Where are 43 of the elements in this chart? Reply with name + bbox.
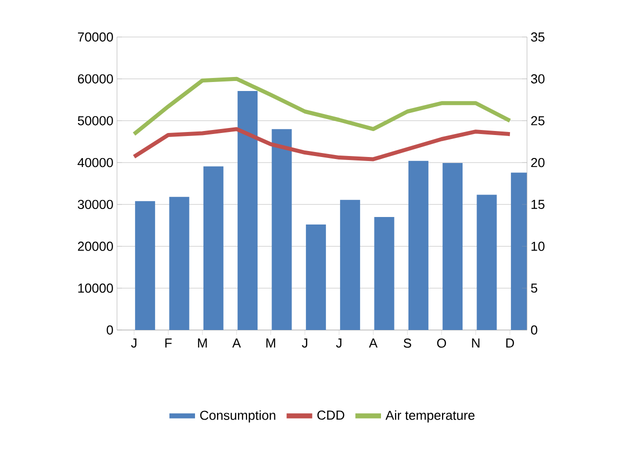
- x-tick-label: S: [404, 338, 412, 348]
- legend-label: Air temperature: [386, 410, 474, 422]
- bar: [374, 216, 394, 330]
- x-tick-label: D: [506, 338, 514, 348]
- y-tick-label: 70000: [78, 32, 113, 42]
- y-tick-label: 30000: [78, 200, 113, 210]
- bar: [203, 166, 224, 330]
- bar: [408, 160, 428, 330]
- x-tick-label: J: [336, 338, 342, 348]
- bar: [238, 91, 258, 330]
- y-tick-label: 40000: [78, 158, 113, 168]
- x-tick-label: O: [437, 338, 446, 348]
- y2-tick-label: 10: [532, 242, 544, 251]
- y2-tick-label: 5: [531, 284, 538, 293]
- y2-tick-label: 15: [532, 200, 544, 209]
- y-tick-label: 20000: [78, 242, 113, 251]
- y2-tick-label: 0: [531, 325, 538, 335]
- bar: [476, 194, 497, 330]
- x-tick-label: J: [131, 338, 136, 348]
- y2-tick-label: 25: [531, 116, 544, 126]
- y2-tick-label: 35: [531, 32, 544, 42]
- x-tick-label: F: [165, 338, 172, 348]
- bar: [306, 224, 326, 330]
- x-tick-label: A: [368, 338, 378, 348]
- x-tick-label: N: [472, 338, 480, 348]
- y2-tick-label: 20: [531, 158, 544, 168]
- bar: [169, 196, 190, 330]
- bar: [272, 129, 292, 330]
- y-tick-label: 60000: [78, 74, 113, 84]
- y2-tick-label: 30: [531, 74, 544, 84]
- x-tick-label: M: [198, 338, 207, 348]
- x-tick-label: J: [302, 338, 308, 348]
- line-series: [132, 76, 512, 136]
- x-tick-label: A: [232, 338, 241, 348]
- y-tick-label: 50000: [78, 116, 113, 126]
- y-tick-label: 10000: [78, 284, 113, 293]
- x-tick-label: M: [266, 338, 276, 348]
- legend-label: CDD: [317, 410, 344, 420]
- bar: [340, 200, 360, 330]
- bar: [442, 162, 463, 330]
- legend-label: Consumption: [200, 410, 276, 422]
- bar: [135, 201, 156, 330]
- y-tick-label: 0: [106, 325, 113, 335]
